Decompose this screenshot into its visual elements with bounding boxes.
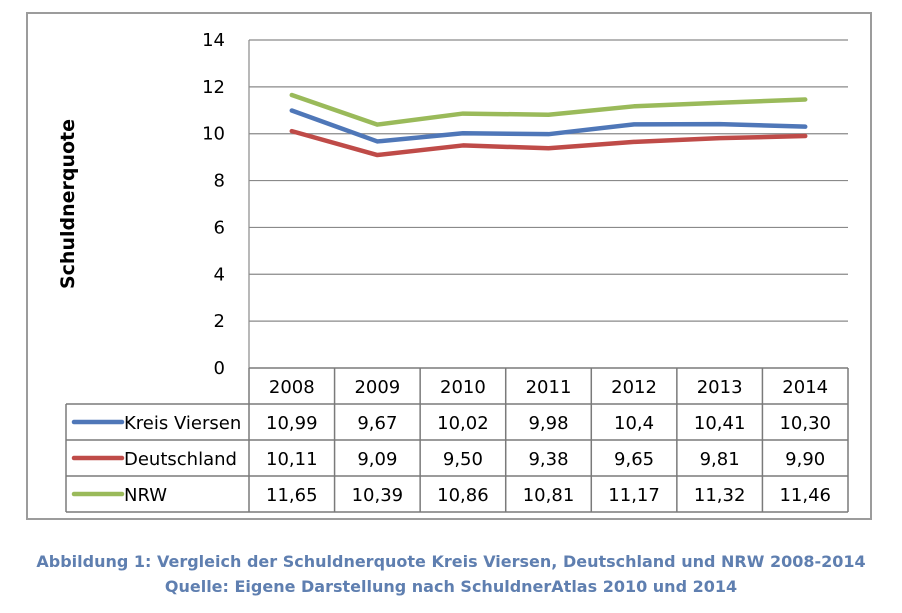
legend-label: NRW [124, 485, 167, 506]
data-label: 9,98 [528, 413, 568, 434]
x-tick-label: 2011 [526, 377, 572, 398]
y-tick-label: 8 [214, 171, 225, 192]
line-chart: 0 2 4 6 8 10 12 14 Schuldnerquote 2008 2009 2010 201… [57, 30, 849, 513]
y-tick-label: 0 [214, 358, 225, 379]
data-label: 10,30 [779, 413, 831, 434]
figure-source: Quelle: Eigene Darstellung nach Schuldne… [164, 577, 738, 596]
x-tick-label: 2014 [782, 377, 828, 398]
data-label: 9,67 [357, 413, 397, 434]
y-tick-label: 10 [202, 124, 225, 145]
data-label: 10,41 [694, 413, 746, 434]
x-tick-label: 2008 [269, 377, 315, 398]
y-tick-label: 12 [202, 77, 225, 98]
x-tick-label: 2013 [697, 377, 743, 398]
x-tick-label: 2012 [611, 377, 657, 398]
data-label: 9,09 [357, 449, 397, 470]
y-tick-label: 6 [214, 217, 225, 238]
x-tick-label: 2009 [354, 377, 400, 398]
y-tick-label: 2 [214, 311, 225, 332]
y-tick-label: 4 [214, 264, 225, 285]
legend-label: Kreis Viersen [124, 413, 241, 434]
x-tick-label: 2010 [440, 377, 486, 398]
legend-label: Deutschland [124, 449, 237, 470]
y-axis-label: Schuldnerquote [57, 119, 79, 289]
data-label: 9,50 [443, 449, 483, 470]
series-line [289, 92, 808, 127]
data-label: 9,90 [785, 449, 825, 470]
data-label: 10,02 [437, 413, 489, 434]
data-label: 10,99 [266, 413, 318, 434]
data-label: 9,38 [528, 449, 568, 470]
chart-frame: 0 2 4 6 8 10 12 14 Schuldnerquote 2008 2009 2010 201… [26, 12, 872, 520]
data-label: 11,32 [694, 485, 746, 506]
data-label: 10,11 [266, 449, 318, 470]
data-label: 11,46 [779, 485, 831, 506]
data-label: 11,17 [608, 485, 660, 506]
series-line [289, 108, 808, 144]
data-label: 9,81 [700, 449, 740, 470]
figure-caption: Abbildung 1: Vergleich der Schuldnerquot… [36, 552, 866, 571]
y-tick-label: 14 [202, 30, 225, 51]
data-label: 10,39 [352, 485, 404, 506]
data-label: 11,65 [266, 485, 318, 506]
data-label: 9,65 [614, 449, 654, 470]
series-line [289, 128, 808, 158]
data-label: 10,86 [437, 485, 489, 506]
data-label: 10,81 [523, 485, 575, 506]
data-label: 10,4 [614, 413, 654, 434]
